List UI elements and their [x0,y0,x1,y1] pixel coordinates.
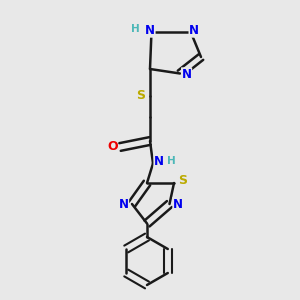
Text: H: H [167,156,176,166]
Text: S: S [178,173,188,187]
Text: N: N [182,68,192,81]
Text: N: N [154,154,164,168]
Text: N: N [145,24,155,37]
Text: N: N [189,24,199,37]
Text: H: H [130,24,140,34]
Text: O: O [107,140,118,153]
Text: N: N [118,197,129,211]
Text: N: N [173,197,183,211]
Text: S: S [136,89,146,103]
